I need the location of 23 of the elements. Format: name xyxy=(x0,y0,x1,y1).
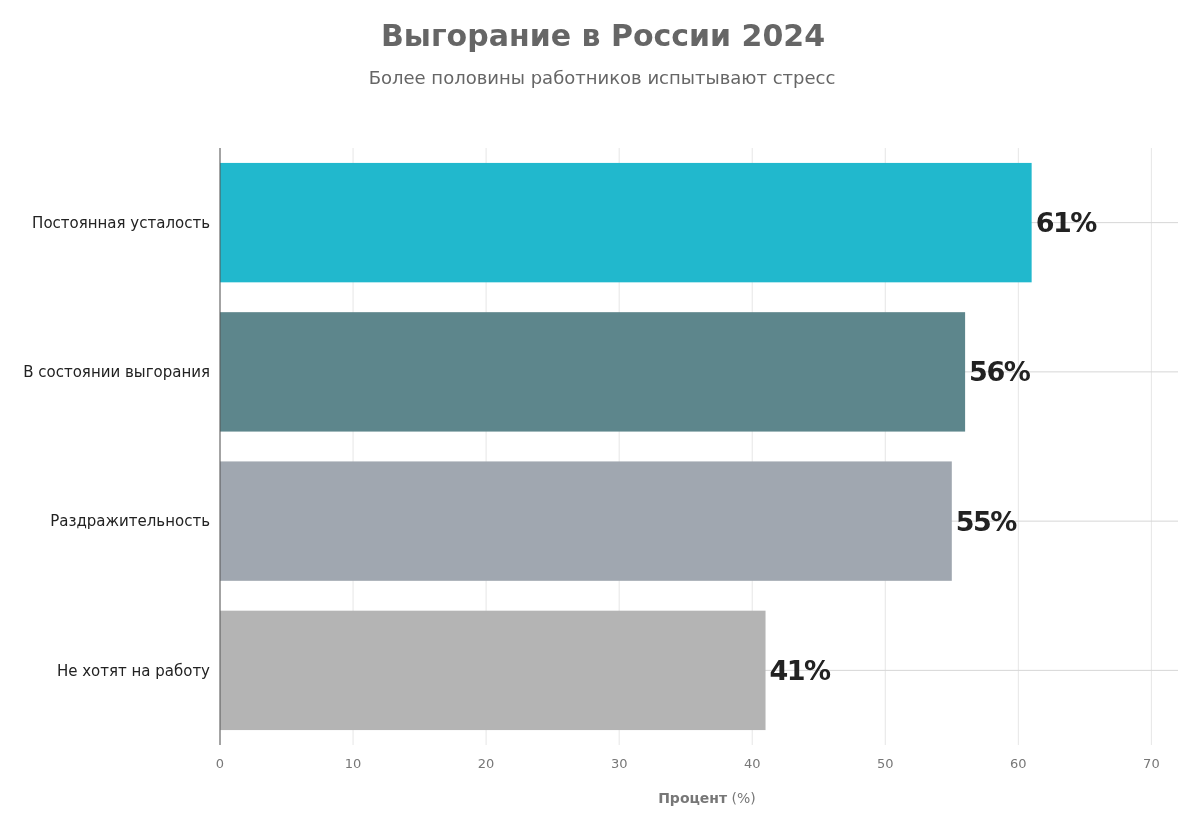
x-tick-label: 40 xyxy=(743,756,761,771)
data-label: 56% xyxy=(969,356,1031,388)
x-axis-title: Процент (%) xyxy=(658,790,756,806)
y-tick-label: Раздражительность xyxy=(50,512,210,531)
x-tick-label: 70 xyxy=(1143,756,1160,771)
y-tick-label: Постоянная усталость xyxy=(32,213,210,232)
data-label: 41% xyxy=(769,654,832,686)
data-label: 61% xyxy=(1035,207,1098,239)
x-tick-label: 50 xyxy=(877,756,894,771)
x-tick-label: 20 xyxy=(477,756,495,771)
chart-title: Выгорание в России 2024 xyxy=(380,18,826,53)
x-tick-label: 0 xyxy=(215,756,225,771)
y-tick-label: Не хотят на работу xyxy=(56,661,211,680)
data-label: 55% xyxy=(955,505,1018,537)
bar xyxy=(220,461,952,581)
y-tick-label: В состоянии выгорания xyxy=(23,363,210,382)
bar xyxy=(220,162,1032,283)
x-tick-label: 30 xyxy=(610,756,628,771)
bar xyxy=(220,312,966,432)
bar xyxy=(220,610,766,731)
chart-subtitle: Более половины работников испытывают стресс xyxy=(368,67,836,88)
x-tick-label: 10 xyxy=(344,756,362,771)
x-tick-label: 60 xyxy=(1010,756,1027,771)
